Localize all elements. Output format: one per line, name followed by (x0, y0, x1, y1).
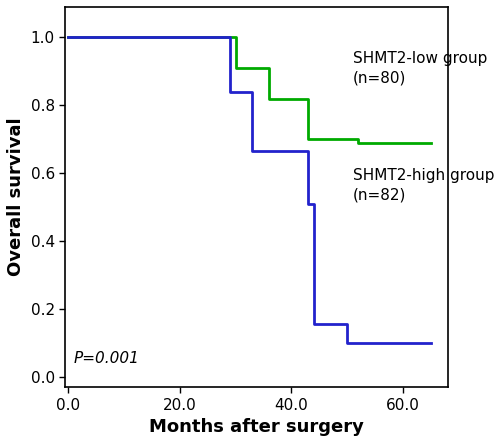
Text: SHMT2-high group
(n=82): SHMT2-high group (n=82) (353, 168, 494, 202)
Text: P=0.001: P=0.001 (74, 351, 140, 366)
Y-axis label: Overall survival: Overall survival (7, 118, 25, 276)
X-axis label: Months after surgery: Months after surgery (149, 418, 364, 436)
Text: SHMT2-low group
(n=80): SHMT2-low group (n=80) (353, 51, 487, 85)
